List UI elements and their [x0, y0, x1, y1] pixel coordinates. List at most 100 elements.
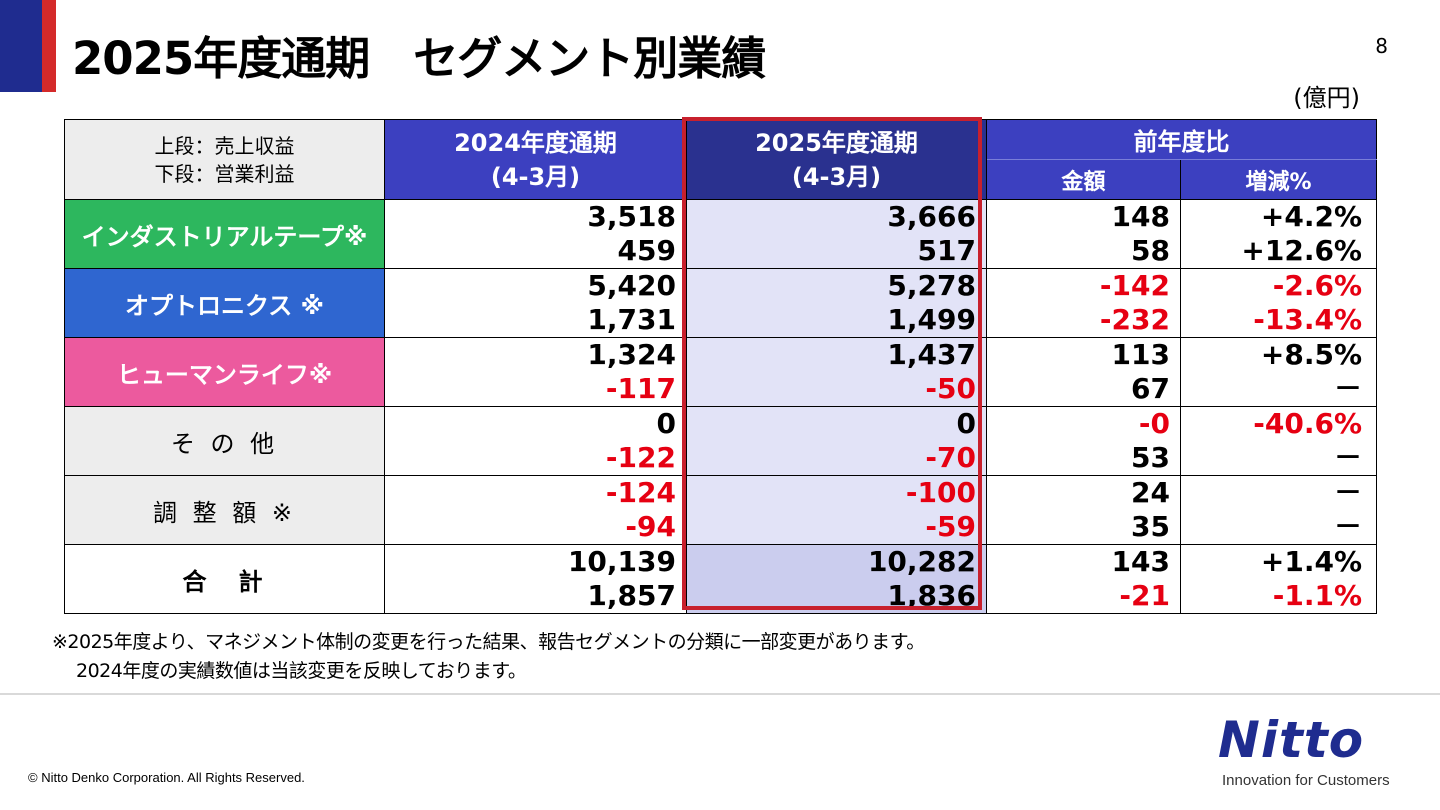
- fy2025-sales: 0: [956, 407, 976, 440]
- segment-label-industrial-tape: インダストリアルテープ※: [64, 199, 385, 269]
- fy2025-values: 5,278 1,499: [686, 268, 987, 338]
- fy2025-op-income: -59: [925, 510, 976, 543]
- footer-divider: [0, 693, 1440, 695]
- fy2024-sales: 0: [656, 407, 676, 440]
- legend-upper-row: 上段：売上収益: [154, 133, 295, 158]
- col-header-fy2024: 2024年度通期 (4-3月): [384, 119, 687, 200]
- yoy-pct-sales: －: [1333, 476, 1362, 509]
- fy2025-op-income: -70: [925, 441, 976, 474]
- fy2025-op-income: 517: [917, 234, 976, 267]
- fy2025-sales: 3,666: [887, 200, 976, 233]
- fy2025-values: 1,437 -50: [686, 337, 987, 407]
- segment-label-adjustments: 調 整 額 ※: [64, 475, 385, 545]
- yoy-pct-values: -40.6% －: [1180, 406, 1377, 476]
- fy2025-sales: 10,282: [867, 545, 976, 578]
- col-header-amount: 金額: [986, 159, 1181, 200]
- footnote-line-1: ※2025年度より、マネジメント体制の変更を行った結果、報告セグメントの分類に一…: [52, 631, 925, 653]
- title-accent-navy: [0, 0, 42, 92]
- yoy-amount-sales: 113: [1111, 338, 1170, 371]
- col-fy2024-period: (4-3月): [490, 162, 581, 191]
- yoy-amount-sales: -142: [1099, 269, 1170, 302]
- fy2024-sales: 3,518: [587, 200, 676, 233]
- fy2025-sales: 1,437: [887, 338, 976, 371]
- fy2024-op-income: -117: [605, 372, 676, 405]
- col-header-yoy: 前年度比: [986, 119, 1377, 160]
- yoy-pct-values: －－: [1180, 475, 1377, 545]
- legend-lower-row: 下段：営業利益: [154, 161, 295, 186]
- col-header-change-pct: 増減%: [1180, 159, 1377, 200]
- table-row-adjustments: 調 整 額 ※ -124 -94 -100 -59 24 35 －－: [64, 475, 1377, 545]
- yoy-pct-values: -2.6% -13.4%: [1180, 268, 1377, 338]
- table-row-total: 合 計 10,139 1,857 10,282 1,836 143 -21 +1.4%…: [64, 544, 1377, 614]
- col-fy2025-period: (4-3月): [791, 162, 882, 191]
- yoy-pct-op-income: －: [1333, 441, 1362, 474]
- yoy-pct-op-income: -1.1%: [1272, 579, 1362, 612]
- yoy-amount-values: 148 58: [986, 199, 1181, 269]
- table-row-human-life: ヒューマンライフ※ 1,324 -117 1,437 -50 113 67 +8.5%…: [64, 337, 1377, 407]
- fy2025-values: 3,666 517: [686, 199, 987, 269]
- table-legend: 上段：売上収益 下段：営業利益: [64, 119, 385, 200]
- yoy-amount-op-income: -232: [1099, 303, 1170, 336]
- segment-label-human-life: ヒューマンライフ※: [64, 337, 385, 407]
- table-row-industrial-tape: インダストリアルテープ※ 3,518 459 3,666 517 148 58 +4.…: [64, 199, 1377, 269]
- col-header-fy2025: 2025年度通期 (4-3月): [686, 119, 987, 200]
- fy2024-values: 10,139 1,857: [384, 544, 687, 614]
- fy2025-op-income: -50: [925, 372, 976, 405]
- footnote: ※2025年度より、マネジメント体制の変更を行った結果、報告セグメントの分類に一…: [52, 628, 925, 686]
- fy2025-sales: -100: [905, 476, 976, 509]
- yoy-amount-values: -0 53: [986, 406, 1181, 476]
- segment-label-others: そ の 他: [64, 406, 385, 476]
- yoy-amount-values: -142 -232: [986, 268, 1181, 338]
- yoy-pct-values: +8.5% －: [1180, 337, 1377, 407]
- yoy-pct-values: +4.2% +12.6%: [1180, 199, 1377, 269]
- yoy-pct-sales: -40.6%: [1253, 407, 1362, 440]
- unit-label: (億円): [1293, 84, 1360, 112]
- footnote-line-2: 2024年度の実績数値は当該変更を反映しております。: [76, 660, 527, 682]
- yoy-amount-values: 24 35: [986, 475, 1181, 545]
- segment-label-optronics: オプトロニクス ※: [64, 268, 385, 338]
- yoy-pct-op-income: －: [1333, 510, 1362, 543]
- yoy-amount-sales: -0: [1138, 407, 1170, 440]
- yoy-amount-op-income: 58: [1131, 234, 1170, 267]
- fy2024-sales: 10,139: [567, 545, 676, 578]
- col-fy2024-title: 2024年度通期: [454, 128, 617, 157]
- fy2024-op-income: 1,857: [587, 579, 676, 612]
- fy2024-values: 1,324 -117: [384, 337, 687, 407]
- yoy-pct-sales: +8.5%: [1260, 338, 1362, 371]
- fy2024-op-income: -122: [605, 441, 676, 474]
- fy2024-op-income: -94: [625, 510, 676, 543]
- yoy-amount-sales: 24: [1131, 476, 1170, 509]
- table-row-others: そ の 他 0 -122 0 -70 -0 53 -40.6% －: [64, 406, 1377, 476]
- logo-tagline: Innovation for Customers: [1222, 772, 1390, 789]
- yoy-amount-values: 113 67: [986, 337, 1181, 407]
- yoy-pct-op-income: -13.4%: [1253, 303, 1362, 336]
- copyright: © Nitto Denko Corporation. All Rights Re…: [28, 770, 305, 785]
- yoy-amount-op-income: 53: [1131, 441, 1170, 474]
- fy2025-values: 10,282 1,836: [686, 544, 987, 614]
- yoy-pct-sales: +4.2%: [1260, 200, 1362, 233]
- col-fy2025-title: 2025年度通期: [755, 128, 918, 157]
- fy2025-values: 0 -70: [686, 406, 987, 476]
- fy2024-sales: -124: [605, 476, 676, 509]
- nitto-logo: Nitto Innovation for Customers: [1214, 712, 1424, 797]
- fy2025-values: -100 -59: [686, 475, 987, 545]
- fy2024-sales: 1,324: [587, 338, 676, 371]
- title-accent-red: [42, 0, 56, 92]
- fy2024-sales: 5,420: [587, 269, 676, 302]
- fy2025-sales: 5,278: [887, 269, 976, 302]
- yoy-amount-sales: 143: [1111, 545, 1170, 578]
- fy2024-op-income: 1,731: [587, 303, 676, 336]
- fy2024-values: 3,518 459: [384, 199, 687, 269]
- yoy-amount-op-income: 67: [1131, 372, 1170, 405]
- yoy-amount-values: 143 -21: [986, 544, 1181, 614]
- page-title: 2025年度通期 セグメント別業績: [72, 32, 766, 85]
- fy2025-op-income: 1,499: [887, 303, 976, 336]
- segment-results-table: 上段：売上収益 下段：営業利益 2024年度通期 (4-3月) 2025年度通期…: [64, 119, 1377, 614]
- yoy-amount-op-income: -21: [1119, 579, 1170, 612]
- logo-wordmark: Nitto: [1218, 711, 1365, 769]
- yoy-pct-op-income: －: [1333, 372, 1362, 405]
- segment-label-total: 合 計: [64, 544, 385, 614]
- fy2024-values: 0 -122: [384, 406, 687, 476]
- fy2025-op-income: 1,836: [887, 579, 976, 612]
- yoy-pct-sales: -2.6%: [1272, 269, 1362, 302]
